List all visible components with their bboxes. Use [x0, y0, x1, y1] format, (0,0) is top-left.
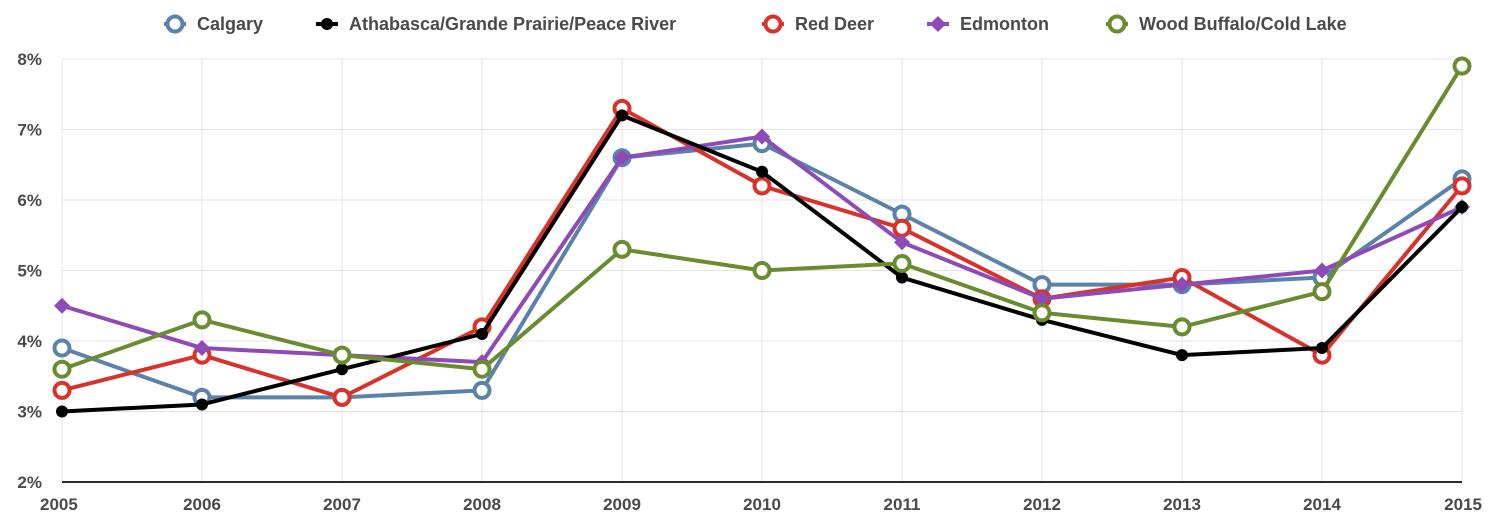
legend-item-athabasca-grande-prairie-peace-river[interactable]: Athabasca/Grande Prairie/Peace River — [316, 14, 676, 34]
y-tick-label: 5% — [17, 262, 42, 281]
data-point-wood-buffalo-cold-lake — [192, 310, 212, 330]
y-tick-label: 2% — [17, 473, 42, 492]
data-point-athabasca-grande-prairie-peace-river — [896, 271, 908, 284]
x-tick-label: 2014 — [1303, 495, 1341, 514]
legend-label: Red Deer — [795, 14, 874, 34]
data-point-wood-buffalo-cold-lake — [1172, 317, 1192, 337]
legend-marker — [165, 14, 185, 34]
data-point-wood-buffalo-cold-lake — [472, 359, 492, 379]
data-point-athabasca-grande-prairie-peace-river — [1316, 342, 1328, 355]
x-tick-label: 2012 — [1023, 495, 1061, 514]
data-point-wood-buffalo-cold-lake — [52, 359, 72, 379]
x-tick-label: 2008 — [463, 495, 501, 514]
data-point-edmonton — [1174, 276, 1190, 293]
data-point-athabasca-grande-prairie-peace-river — [1176, 349, 1188, 362]
legend-label: Calgary — [197, 14, 263, 34]
y-tick-label: 7% — [17, 121, 42, 140]
data-point-wood-buffalo-cold-lake — [1452, 56, 1472, 76]
x-tick-label: 2009 — [603, 495, 641, 514]
legend-marker — [321, 18, 333, 30]
data-point-edmonton — [614, 149, 630, 166]
data-point-edmonton — [754, 128, 770, 145]
data-point-athabasca-grande-prairie-peace-river — [476, 327, 488, 340]
data-point-red-deer — [892, 218, 912, 238]
legend-item-calgary[interactable]: Calgary — [164, 14, 263, 34]
y-tick-label: 6% — [17, 191, 42, 210]
data-point-athabasca-grande-prairie-peace-river — [616, 109, 628, 122]
data-point-edmonton — [1034, 290, 1050, 307]
data-point-athabasca-grande-prairie-peace-river — [196, 398, 208, 411]
legend-item-wood-buffalo-cold-lake[interactable]: Wood Buffalo/Cold Lake — [1106, 14, 1347, 34]
y-axis-ticks: 2% 3% 4% 5% 6% 7% 8% — [17, 50, 42, 492]
data-point-calgary — [52, 338, 72, 358]
x-tick-label: 2007 — [323, 495, 361, 514]
data-point-wood-buffalo-cold-lake — [1032, 303, 1052, 323]
legend-item-edmonton[interactable]: Edmonton — [927, 14, 1049, 34]
data-point-red-deer — [332, 387, 352, 407]
data-point-athabasca-grande-prairie-peace-river — [1456, 201, 1468, 214]
data-point-edmonton — [54, 297, 70, 314]
x-tick-label: 2013 — [1163, 495, 1201, 514]
legend-marker — [763, 14, 783, 34]
data-point-wood-buffalo-cold-lake — [612, 239, 632, 259]
y-tick-label: 3% — [17, 403, 42, 422]
x-axis-ticks: 2005 2006 2007 2008 2009 2010 2011 2012 2013 2014… — [40, 495, 1482, 514]
data-point-calgary — [472, 380, 492, 400]
y-tick-label: 8% — [17, 50, 42, 69]
legend-marker — [1107, 14, 1127, 34]
data-point-wood-buffalo-cold-lake — [892, 253, 912, 273]
data-point-athabasca-grande-prairie-peace-river — [336, 363, 348, 376]
series-layer — [52, 56, 1472, 418]
data-point-edmonton — [1314, 262, 1330, 279]
x-tick-label: 2010 — [743, 495, 781, 514]
series-wood-buffalo-cold-lake — [52, 56, 1472, 379]
data-point-athabasca-grande-prairie-peace-river — [56, 405, 68, 418]
legend-label: Athabasca/Grande Prairie/Peace River — [349, 14, 676, 34]
data-point-wood-buffalo-cold-lake — [1312, 282, 1332, 302]
data-point-edmonton — [194, 340, 210, 357]
data-point-red-deer — [752, 176, 772, 196]
legend-label: Edmonton — [960, 14, 1049, 34]
data-point-red-deer — [1452, 176, 1472, 196]
data-point-red-deer — [52, 380, 72, 400]
legend-marker — [930, 16, 946, 32]
data-point-wood-buffalo-cold-lake — [752, 261, 772, 280]
data-point-athabasca-grande-prairie-peace-river — [756, 165, 768, 178]
data-point-edmonton — [894, 234, 910, 251]
legend: Calgary Athabasca/Grande Prairie/Peace Ri… — [164, 14, 1347, 34]
data-point-wood-buffalo-cold-lake — [332, 345, 352, 365]
y-tick-label: 4% — [17, 332, 42, 351]
x-tick-label: 2005 — [40, 495, 78, 514]
x-tick-label: 2015 — [1444, 495, 1482, 514]
x-tick-label: 2006 — [183, 495, 221, 514]
legend-label: Wood Buffalo/Cold Lake — [1139, 14, 1347, 34]
legend-item-red-deer[interactable]: Red Deer — [762, 14, 874, 34]
x-tick-label: 2011 — [884, 495, 921, 514]
